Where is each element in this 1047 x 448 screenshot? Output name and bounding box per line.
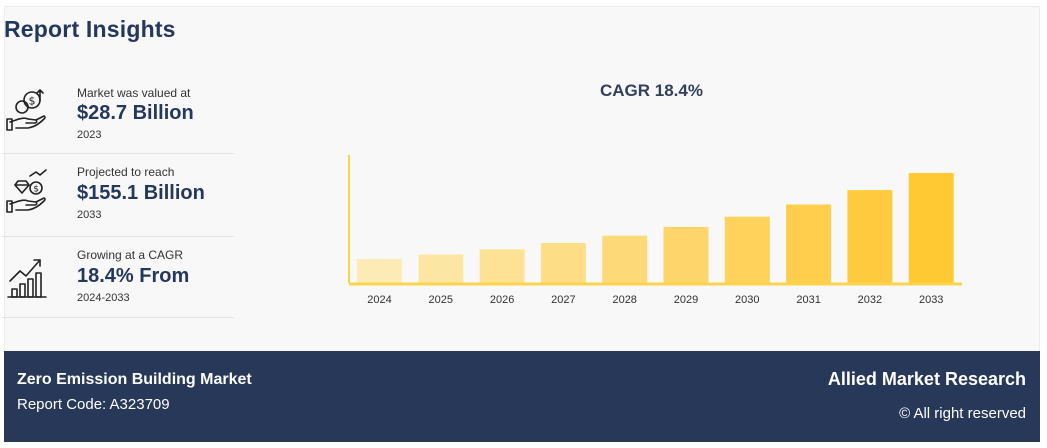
bar-2025 (418, 254, 464, 283)
bar-2029 (663, 226, 709, 283)
copyright-notice: © All right reserved (899, 405, 1026, 422)
growth-chart-icon (6, 251, 50, 301)
brand-name: Allied Market Research (827, 369, 1026, 389)
bar-2033 (908, 173, 954, 283)
stat-label: Growing at a CAGR (77, 248, 184, 262)
money-hand-icon: $ (6, 86, 50, 136)
stat-divider (2, 317, 234, 318)
bar-2030 (724, 216, 770, 283)
stat-value: 18.4% From (77, 265, 190, 287)
x-tick-label: 2030 (735, 294, 759, 306)
stat-projected-value: $ Projected to reach $155.1 Billion 2033 (2, 153, 234, 236)
x-tick-label: 2024 (367, 294, 391, 306)
x-tick-label: 2026 (490, 294, 514, 306)
svg-text:$: $ (29, 95, 36, 108)
x-tick-label: 2033 (919, 294, 943, 306)
x-tick-label: 2032 (858, 294, 882, 306)
footer-bar: Zero Emission Building Market Report Cod… (4, 351, 1040, 442)
bar-2032 (847, 190, 893, 283)
page-title: Report Insights (4, 16, 176, 42)
bar-2024 (357, 258, 402, 283)
stat-year: 2023 (77, 129, 102, 141)
stat-label: Projected to reach (77, 165, 175, 179)
x-tick-label: 2025 (429, 294, 453, 306)
stat-value: $155.1 Billion (77, 182, 205, 204)
chart-title: CAGR 18.4% (600, 81, 703, 100)
bar-2028 (602, 235, 648, 283)
stat-cagr: Growing at a CAGR 18.4% From 2024-2033 (2, 236, 234, 319)
stat-year: 2024-2033 (77, 292, 130, 304)
stat-year: 2033 (77, 209, 102, 221)
stat-label: Market was valued at (77, 86, 191, 100)
stat-value: $28.7 Billion (77, 102, 194, 124)
bar-2027 (540, 243, 586, 283)
x-tick-label: 2031 (796, 294, 820, 306)
bar-2031 (786, 204, 832, 283)
report-code: Report Code: A323709 (17, 396, 170, 413)
bar-chart: 2024 2025 2026 2027 2028 2029 2030 2031 2032 2033 (348, 155, 962, 306)
stat-market-value: $ Market was valued at $28.7 Billion 202… (2, 72, 234, 154)
bar-2026 (479, 249, 525, 283)
x-tick-label: 2028 (612, 294, 636, 306)
market-name: Zero Emission Building Market (17, 371, 252, 388)
svg-text:$: $ (33, 185, 39, 195)
x-tick-label: 2029 (674, 294, 698, 306)
x-tick-label: 2027 (551, 294, 575, 306)
diamond-coin-hand-icon: $ (6, 168, 50, 218)
